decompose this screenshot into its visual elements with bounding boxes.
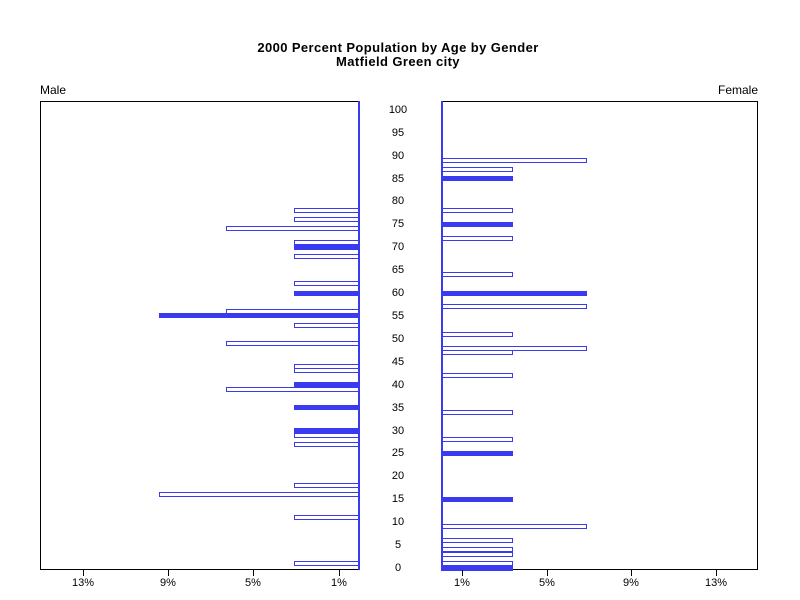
bar-female-age-57 xyxy=(441,304,587,309)
bar-female-age-89 xyxy=(441,158,587,163)
female-panel-label: Female xyxy=(717,83,758,97)
bar-male-age-29 xyxy=(294,433,360,438)
bar-female-age-51 xyxy=(441,332,513,337)
bar-female-age-47 xyxy=(441,350,513,355)
bar-male-age-53 xyxy=(294,323,360,328)
male-tick-label-9: 9% xyxy=(160,577,176,589)
age-tick-label-5: 5 xyxy=(394,539,402,551)
bar-male-age-35 xyxy=(294,405,360,410)
bar-male-age-70 xyxy=(294,245,360,250)
bar-female-age-42 xyxy=(441,373,513,378)
age-tick-label-45: 45 xyxy=(391,356,405,368)
age-tick-label-50: 50 xyxy=(391,333,405,345)
male-tick-label-5: 5% xyxy=(245,577,261,589)
age-tick-label-80: 80 xyxy=(391,195,405,207)
bar-male-age-62 xyxy=(294,281,360,286)
female-tick-1 xyxy=(462,570,463,576)
female-tick-5 xyxy=(547,570,548,576)
bar-female-age-34 xyxy=(441,410,513,415)
male-panel xyxy=(40,101,360,570)
age-tick-label-85: 85 xyxy=(391,173,405,185)
male-tick-label-13: 13% xyxy=(71,577,95,589)
age-tick-label-40: 40 xyxy=(391,379,405,391)
bar-male-age-30 xyxy=(294,428,360,433)
female-tick-label-5: 5% xyxy=(539,577,555,589)
age-tick-label-10: 10 xyxy=(391,516,405,528)
bar-male-age-68 xyxy=(294,254,360,259)
bar-male-age-18 xyxy=(294,483,360,488)
male-panel-label: Male xyxy=(40,83,67,97)
bar-female-age-0 xyxy=(441,566,513,571)
female-tick-13 xyxy=(716,570,717,576)
male-tick-label-1: 1% xyxy=(331,577,347,589)
female-tick-label-13: 13% xyxy=(704,577,728,589)
male-tick-13 xyxy=(83,570,84,576)
age-tick-label-70: 70 xyxy=(391,241,405,253)
bar-male-age-27 xyxy=(294,442,360,447)
bar-female-age-25 xyxy=(441,451,513,456)
bar-female-age-85 xyxy=(441,176,513,181)
bar-male-age-74 xyxy=(226,226,360,231)
bar-male-age-60 xyxy=(294,291,360,296)
age-tick-label-75: 75 xyxy=(391,218,405,230)
bar-female-age-78 xyxy=(441,208,513,213)
bar-female-age-72 xyxy=(441,236,513,241)
age-tick-label-25: 25 xyxy=(391,447,405,459)
female-zero-axis-line xyxy=(441,101,443,570)
age-tick-label-65: 65 xyxy=(391,264,405,276)
male-tick-9 xyxy=(168,570,169,576)
male-zero-axis-line xyxy=(358,101,360,570)
female-panel xyxy=(441,101,758,571)
age-tick-label-20: 20 xyxy=(391,470,405,482)
bar-male-age-55 xyxy=(159,313,360,318)
age-tick-label-15: 15 xyxy=(391,493,405,505)
age-tick-label-60: 60 xyxy=(391,287,405,299)
bar-male-age-76 xyxy=(294,217,360,222)
age-tick-label-30: 30 xyxy=(391,425,405,437)
chart-title-line-2: Matfield Green city xyxy=(336,54,460,69)
bar-male-age-39 xyxy=(226,387,360,392)
bar-female-age-6 xyxy=(441,538,513,543)
female-tick-label-9: 9% xyxy=(623,577,639,589)
age-tick-label-100: 100 xyxy=(388,104,408,116)
female-tick-label-1: 1% xyxy=(454,577,470,589)
age-tick-label-35: 35 xyxy=(391,402,405,414)
bar-female-age-15 xyxy=(441,497,513,502)
bar-male-age-16 xyxy=(159,492,360,497)
age-tick-label-90: 90 xyxy=(391,150,405,162)
male-tick-5 xyxy=(253,570,254,576)
bar-female-age-75 xyxy=(441,222,513,227)
bar-male-age-40 xyxy=(294,382,360,387)
age-tick-label-55: 55 xyxy=(391,310,405,322)
bar-male-age-43 xyxy=(294,368,360,373)
age-tick-label-95: 95 xyxy=(391,127,405,139)
chart-title-line-1: 2000 Percent Population by Age by Gender xyxy=(257,40,539,55)
bar-male-age-1 xyxy=(294,561,360,566)
bar-male-age-78 xyxy=(294,208,360,213)
bar-female-age-28 xyxy=(441,437,513,442)
male-tick-1 xyxy=(339,570,340,576)
female-tick-9 xyxy=(631,570,632,576)
bar-female-age-60 xyxy=(441,291,587,296)
bar-female-age-9 xyxy=(441,524,587,529)
bar-female-age-87 xyxy=(441,167,513,172)
bar-female-age-64 xyxy=(441,272,513,277)
bar-female-age-3 xyxy=(441,552,513,557)
age-tick-label-0: 0 xyxy=(394,562,402,574)
bar-male-age-11 xyxy=(294,515,360,520)
bar-male-age-49 xyxy=(226,341,360,346)
